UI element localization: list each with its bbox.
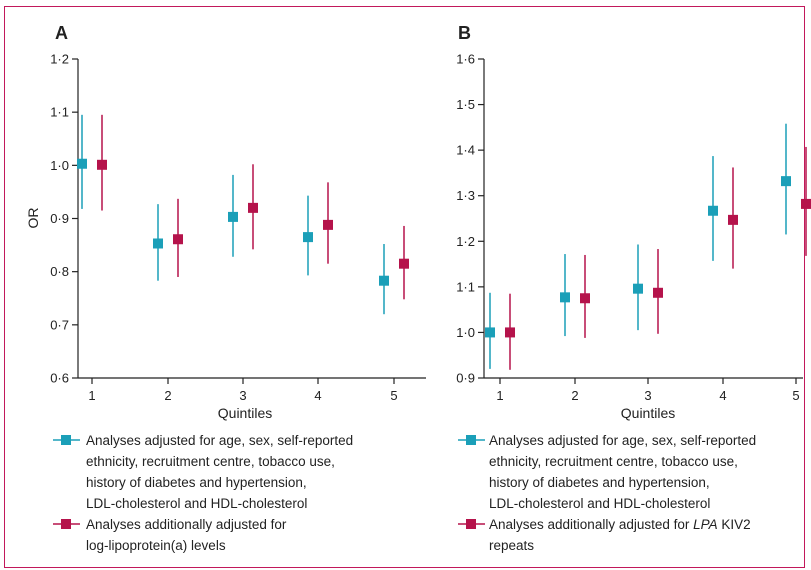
data-point (633, 283, 643, 294)
data-point (97, 159, 107, 170)
legend-a-series2-label: Analyses additionally adjusted for log-l… (86, 517, 290, 553)
y-tick-label: 1·0 (456, 325, 475, 340)
x-tick-label: 5 (390, 388, 397, 403)
y-tick-label: 0·6 (50, 371, 69, 386)
x-tick-label: 3 (239, 388, 246, 403)
y-tick-label: 1·4 (456, 143, 475, 158)
y-tick-label: 0·7 (50, 317, 69, 332)
legend-a-series1-label: Analyses adjusted for age, sex, self-rep… (86, 433, 357, 511)
data-point (580, 293, 590, 304)
y-tick-label: 1·2 (50, 52, 69, 67)
legend-a: Analyses adjusted for age, sex, self-rep… (53, 433, 357, 553)
panel-b: B 0·9 1·0 1·1 1·2 1·3 1·4 1·5 1·6 1 2 3 4 5 Quintil… (456, 23, 811, 421)
y-tick-label: 0·9 (456, 371, 475, 386)
panel-a: A 0·6 0·7 0·8 0·9 1·0 1·1 1·2 1 2 3 4 5 OR Quintil… (25, 23, 426, 421)
x-tick-label: 5 (792, 388, 799, 403)
data-point (399, 258, 409, 269)
legend-b: Analyses adjusted for age, sex, self-rep… (458, 433, 760, 553)
legend-b-series2-label: Analyses additionally adjusted for LPA K… (489, 517, 754, 553)
data-point (801, 198, 811, 209)
panel-a-x-label: Quintiles (218, 405, 272, 421)
panel-a-y-label: OR (25, 208, 41, 229)
panel-b-x-label: Quintiles (621, 405, 675, 421)
y-tick-label: 1·6 (456, 52, 475, 67)
data-point (248, 202, 258, 213)
data-point (323, 219, 333, 230)
data-point (485, 327, 495, 338)
data-point (379, 275, 389, 286)
data-point (77, 158, 87, 169)
data-point (303, 232, 313, 243)
legend-b-series2-marker (466, 519, 476, 529)
data-point (653, 287, 663, 298)
data-point (728, 214, 738, 225)
y-tick-label: 0·9 (50, 211, 69, 226)
x-tick-label: 3 (644, 388, 651, 403)
x-tick-label: 1 (88, 388, 95, 403)
y-tick-label: 0·8 (50, 264, 69, 279)
data-point (560, 292, 570, 303)
legend-b-series1-marker (466, 435, 476, 445)
data-point (153, 238, 163, 249)
y-tick-label: 1·2 (456, 234, 475, 249)
legend-a-series1-marker (61, 435, 71, 445)
x-tick-label: 4 (314, 388, 321, 403)
data-point (781, 176, 791, 187)
data-point (228, 211, 238, 222)
y-tick-label: 1·3 (456, 188, 475, 203)
x-tick-label: 1 (496, 388, 503, 403)
data-point (708, 205, 718, 216)
y-tick-label: 1·0 (50, 158, 69, 173)
y-tick-label: 1·5 (456, 97, 475, 112)
legend-a-series2-marker (61, 519, 71, 529)
x-tick-label: 2 (164, 388, 171, 403)
x-tick-label: 4 (719, 388, 726, 403)
x-tick-label: 2 (571, 388, 578, 403)
panel-b-letter: B (458, 23, 471, 43)
y-tick-label: 1·1 (456, 279, 475, 294)
data-point (505, 327, 515, 338)
y-tick-label: 1·1 (50, 105, 69, 120)
data-point (173, 234, 183, 245)
legend-b-series1-label: Analyses adjusted for age, sex, self-rep… (489, 433, 760, 511)
panel-a-letter: A (55, 23, 68, 43)
